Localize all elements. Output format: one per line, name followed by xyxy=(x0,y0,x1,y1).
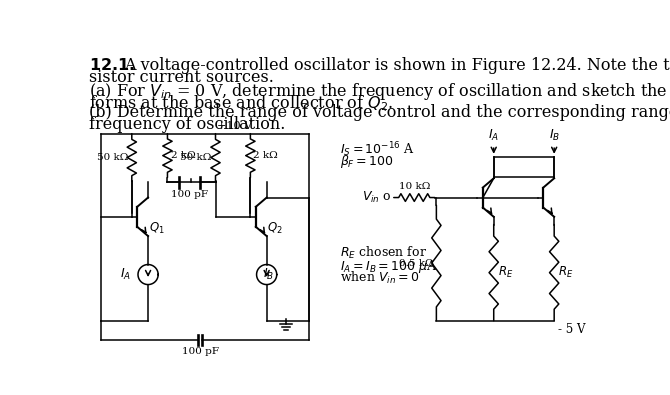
Text: 100 pF: 100 pF xyxy=(182,347,219,356)
Text: when $V_{in} = 0$: when $V_{in} = 0$ xyxy=(340,270,419,286)
Text: $Q_1$: $Q_1$ xyxy=(149,221,165,236)
Text: $I_A$: $I_A$ xyxy=(488,128,499,143)
Text: (a) For $V_{in}$ = 0 V, determine the frequency of oscillation and sketch the wa: (a) For $V_{in}$ = 0 V, determine the fr… xyxy=(89,81,670,102)
Text: - 5 V: - 5 V xyxy=(558,323,586,336)
Text: $Q_2$: $Q_2$ xyxy=(267,221,283,236)
Text: $I_B$: $I_B$ xyxy=(549,128,559,143)
Text: $I_B$: $I_B$ xyxy=(263,267,274,282)
Text: 2 kΩ: 2 kΩ xyxy=(171,151,195,160)
Text: $I_A$: $I_A$ xyxy=(120,267,131,282)
Text: $R_E$ chosen for: $R_E$ chosen for xyxy=(340,245,427,261)
Text: 100 pF: 100 pF xyxy=(171,190,208,199)
Text: $R_E$: $R_E$ xyxy=(498,265,513,280)
Text: sistor current sources.: sistor current sources. xyxy=(89,69,274,86)
Text: frequency of oscillation.: frequency of oscillation. xyxy=(89,116,285,133)
Text: forms at the base and collector of $Q_2$.: forms at the base and collector of $Q_2$… xyxy=(89,93,393,113)
Text: $V_{in}$ o: $V_{in}$ o xyxy=(362,190,392,205)
Text: $\mathbf{12.1.}$: $\mathbf{12.1.}$ xyxy=(89,57,135,74)
Text: $I_S =10^{-16}$ A: $I_S =10^{-16}$ A xyxy=(340,140,415,158)
Text: 50 kΩ: 50 kΩ xyxy=(180,153,212,162)
Text: (b) Determine the range of voltage control and the corresponding range of: (b) Determine the range of voltage contr… xyxy=(89,104,670,121)
Text: $R_E$: $R_E$ xyxy=(558,265,574,280)
Text: 50 kΩ: 50 kΩ xyxy=(96,153,128,162)
Text: $\beta_F =100$: $\beta_F =100$ xyxy=(340,153,393,170)
Text: 2 kΩ: 2 kΩ xyxy=(253,151,278,160)
Text: 0.5 kΩ: 0.5 kΩ xyxy=(399,258,433,267)
Text: A voltage-controlled oscillator is shown in Figure 12.24. Note the tran-: A voltage-controlled oscillator is shown… xyxy=(124,57,670,74)
Text: 10 kΩ: 10 kΩ xyxy=(399,182,430,191)
Text: $I_A =I_B= 100\ \mu$A: $I_A =I_B= 100\ \mu$A xyxy=(340,258,438,275)
Text: +10 V: +10 V xyxy=(217,120,253,131)
